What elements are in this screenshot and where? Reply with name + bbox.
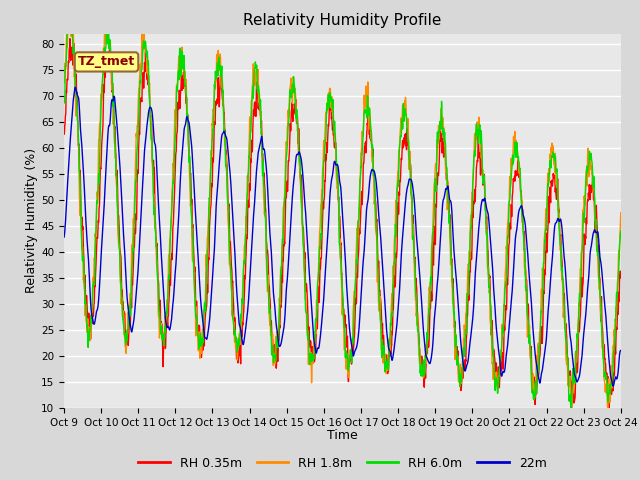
Title: Relativity Humidity Profile: Relativity Humidity Profile — [243, 13, 442, 28]
22m — [216, 158, 223, 164]
22m — [60, 234, 68, 240]
RH 0.35m — [216, 99, 223, 105]
Text: TZ_tmet: TZ_tmet — [78, 55, 135, 69]
RH 1.8m — [60, 78, 68, 84]
22m — [359, 267, 367, 273]
RH 1.8m — [568, 405, 576, 411]
RH 6.0m — [568, 388, 576, 394]
RH 6.0m — [567, 405, 575, 411]
22m — [584, 290, 591, 296]
Line: 22m: 22m — [64, 87, 621, 386]
22m — [371, 170, 379, 176]
RH 6.0m — [216, 66, 223, 72]
22m — [617, 348, 625, 353]
Line: RH 6.0m: RH 6.0m — [64, 18, 621, 408]
RH 0.35m — [568, 379, 575, 384]
RH 6.0m — [66, 15, 74, 21]
RH 6.0m — [60, 96, 68, 102]
RH 1.8m — [584, 159, 591, 165]
RH 6.0m — [371, 190, 379, 195]
22m — [568, 348, 575, 353]
22m — [504, 333, 512, 338]
22m — [609, 383, 617, 389]
RH 6.0m — [359, 141, 367, 147]
RH 0.35m — [359, 188, 367, 194]
Line: RH 1.8m: RH 1.8m — [64, 18, 621, 408]
RH 6.0m — [504, 233, 512, 239]
Legend: RH 0.35m, RH 1.8m, RH 6.0m, 22m: RH 0.35m, RH 1.8m, RH 6.0m, 22m — [133, 452, 552, 475]
RH 1.8m — [65, 15, 72, 21]
RH 0.35m — [617, 275, 625, 281]
22m — [72, 84, 79, 90]
RH 1.8m — [371, 197, 379, 203]
RH 0.35m — [66, 36, 74, 42]
RH 0.35m — [584, 200, 591, 206]
RH 1.8m — [504, 209, 512, 215]
X-axis label: Time: Time — [327, 429, 358, 442]
RH 6.0m — [584, 169, 591, 175]
RH 6.0m — [617, 228, 625, 234]
RH 1.8m — [617, 210, 625, 216]
Y-axis label: Relativity Humidity (%): Relativity Humidity (%) — [25, 148, 38, 293]
RH 1.8m — [567, 405, 575, 411]
RH 1.8m — [359, 131, 367, 136]
RH 0.35m — [605, 405, 612, 411]
RH 0.35m — [504, 259, 512, 265]
RH 0.35m — [371, 187, 379, 192]
RH 1.8m — [216, 56, 223, 62]
RH 0.35m — [60, 124, 68, 130]
Line: RH 0.35m: RH 0.35m — [64, 39, 621, 408]
